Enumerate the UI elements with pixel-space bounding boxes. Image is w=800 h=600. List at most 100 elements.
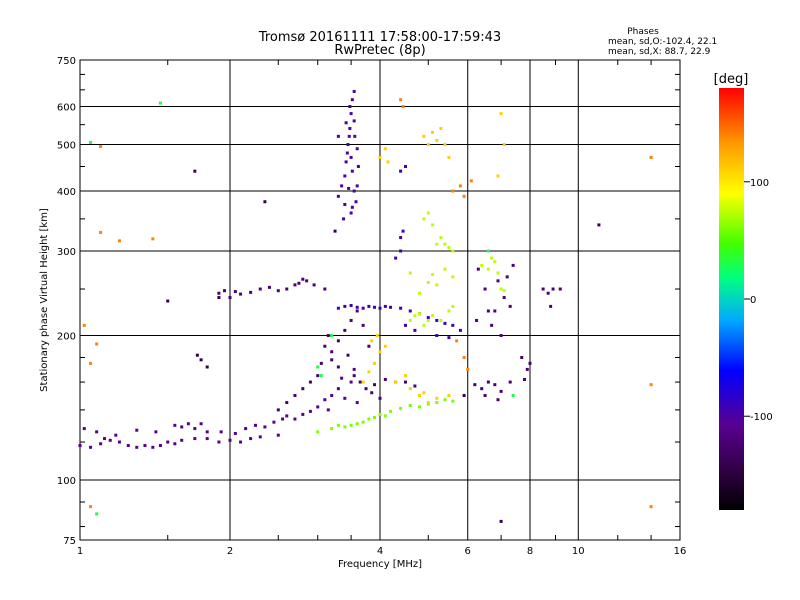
data-point (458, 184, 462, 188)
data-point (367, 417, 371, 421)
data-point (408, 318, 412, 322)
data-point (528, 361, 532, 365)
data-point (375, 334, 379, 338)
colorbar: [deg] 100 0 -100 (714, 72, 773, 510)
data-point (95, 342, 99, 346)
data-point (323, 398, 327, 402)
data-point (502, 296, 506, 300)
data-point (389, 305, 393, 309)
data-point (447, 336, 451, 340)
data-point (348, 105, 352, 109)
data-point (413, 314, 417, 318)
data-point (476, 267, 480, 271)
data-point (451, 304, 455, 308)
data-point (399, 236, 403, 240)
data-point (166, 299, 170, 303)
data-point (89, 140, 93, 144)
data-point (352, 189, 356, 193)
data-point (352, 374, 356, 378)
y-axis-label: Stationary phase Virtual Height [km] (39, 208, 50, 392)
data-point (103, 437, 107, 441)
data-point (343, 425, 347, 429)
data-point (343, 202, 347, 206)
x-tick-label: 8 (527, 546, 533, 557)
data-point (158, 101, 162, 105)
x-tick-label: 1 (77, 546, 83, 557)
data-point (417, 312, 421, 316)
data-point (649, 155, 653, 159)
x-tick-label: 10 (572, 546, 585, 557)
y-tick-label: 500 (57, 141, 76, 152)
data-point (316, 405, 320, 409)
data-points (78, 89, 653, 523)
data-point (154, 430, 158, 434)
data-point (301, 277, 305, 281)
data-point (330, 427, 334, 431)
data-point (426, 318, 430, 322)
data-point (166, 440, 170, 444)
data-point (383, 304, 387, 308)
data-point (439, 126, 443, 130)
data-point (89, 505, 93, 509)
data-point (597, 223, 601, 227)
data-point (223, 289, 227, 293)
data-point (403, 164, 407, 168)
data-point (195, 353, 199, 357)
data-point (426, 211, 430, 215)
data-point (99, 145, 103, 149)
data-point (276, 408, 280, 412)
data-point (439, 236, 443, 240)
data-point (426, 280, 430, 284)
data-point (82, 323, 86, 327)
data-point (490, 323, 494, 327)
data-point (219, 430, 223, 434)
data-point (462, 355, 466, 359)
data-point (408, 309, 412, 313)
data-point (301, 412, 305, 416)
data-point (343, 328, 347, 332)
data-point (108, 438, 112, 442)
data-point (333, 229, 337, 233)
data-point (349, 423, 353, 427)
phases-x-stats: mean, sd,X: 88.7, 22.9 (608, 47, 711, 57)
data-point (383, 414, 387, 418)
data-point (378, 155, 382, 159)
data-point (173, 423, 177, 427)
data-point (82, 427, 86, 431)
data-point (435, 283, 439, 287)
data-point (426, 316, 430, 320)
data-point (558, 287, 562, 291)
data-point (342, 217, 346, 221)
data-point (493, 383, 497, 387)
data-point (451, 323, 455, 327)
data-point (373, 305, 377, 309)
data-point (473, 383, 477, 387)
data-point (343, 396, 347, 400)
data-point (399, 406, 403, 410)
data-point (114, 433, 118, 437)
data-point (355, 147, 359, 151)
data-point (469, 179, 473, 183)
data-point (447, 155, 451, 159)
data-point (378, 306, 382, 310)
x-tick-label: 2 (227, 546, 233, 557)
colorbar-tick-label: 100 (750, 178, 769, 189)
data-point (186, 422, 190, 426)
data-point (316, 365, 320, 369)
x-tick-label: 4 (377, 546, 383, 557)
data-point (435, 318, 439, 322)
data-point (135, 445, 139, 449)
data-point (233, 432, 237, 436)
data-point (354, 200, 358, 204)
data-point (505, 275, 509, 279)
data-point (350, 169, 354, 173)
data-point (408, 387, 412, 391)
phases-label: Phases (627, 27, 659, 37)
data-point (549, 304, 553, 308)
data-point (373, 415, 377, 419)
data-point (343, 304, 347, 308)
data-point (383, 147, 387, 151)
data-point (95, 430, 99, 434)
data-point (193, 169, 197, 173)
data-point (649, 505, 653, 509)
